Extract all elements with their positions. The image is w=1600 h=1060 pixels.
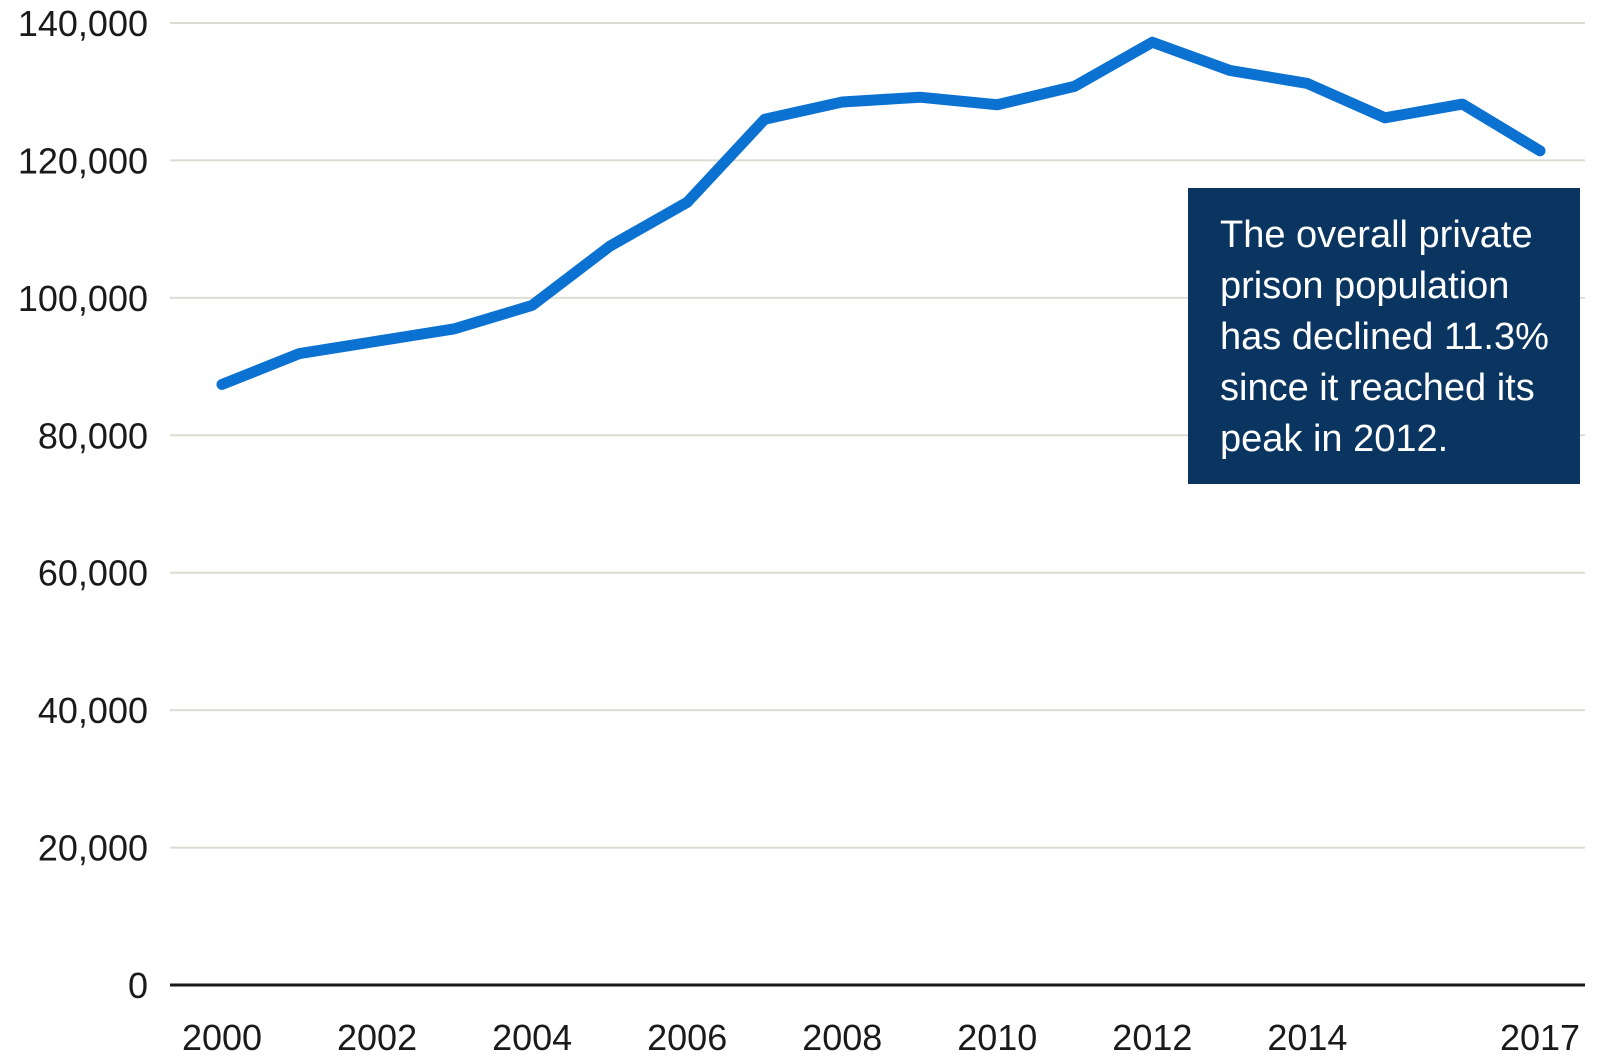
x-axis-tick-labels: 2000 2002 2004 2006 2008 2010 2012 2014 2017 [182,1017,1580,1058]
annotation-callout: The overall private prison population ha… [1188,188,1580,484]
data-point [531,304,533,306]
data-point [1539,150,1541,152]
x-tick-label: 2012 [1112,1017,1192,1058]
data-point [376,340,378,342]
x-tick-label: 2008 [802,1017,882,1058]
y-tick-label: 100,000 [18,278,148,319]
data-point [299,353,301,355]
y-tick-label: 40,000 [38,690,148,731]
x-tick-label: 2010 [957,1017,1037,1058]
y-tick-label: 0 [128,965,148,1006]
data-point [1306,82,1308,84]
data-point [841,101,843,103]
data-point [1229,69,1231,71]
series-group [216,36,1546,390]
y-axis-tick-labels: 0 20,000 40,000 60,000 80,000 100,000 120,000 1… [18,3,148,1006]
annotation-text: The overall private prison population ha… [1220,214,1549,460]
x-tick-label: 2004 [492,1017,572,1058]
data-point [686,201,688,203]
data-point [609,245,611,247]
data-point [919,96,921,98]
y-tick-label: 120,000 [18,140,148,181]
y-tick-label: 60,000 [38,553,148,594]
x-tick-label: 2014 [1267,1017,1347,1058]
y-tick-label: 140,000 [18,3,148,44]
x-tick-label: 2000 [182,1017,262,1058]
data-point [1384,117,1386,119]
data-point [1461,103,1463,105]
data-point [1151,41,1153,43]
data-point [764,118,766,120]
data-point [454,328,456,330]
data-point [1074,85,1076,87]
gridlines [170,22,1585,849]
x-tick-label: 2002 [337,1017,417,1058]
data-point [221,383,223,385]
x-tick-label: 2017 [1500,1017,1580,1058]
series-line [216,36,1546,390]
y-tick-label: 20,000 [38,828,148,869]
y-tick-label: 80,000 [38,415,148,456]
data-point [996,104,998,106]
x-tick-label: 2006 [647,1017,727,1058]
